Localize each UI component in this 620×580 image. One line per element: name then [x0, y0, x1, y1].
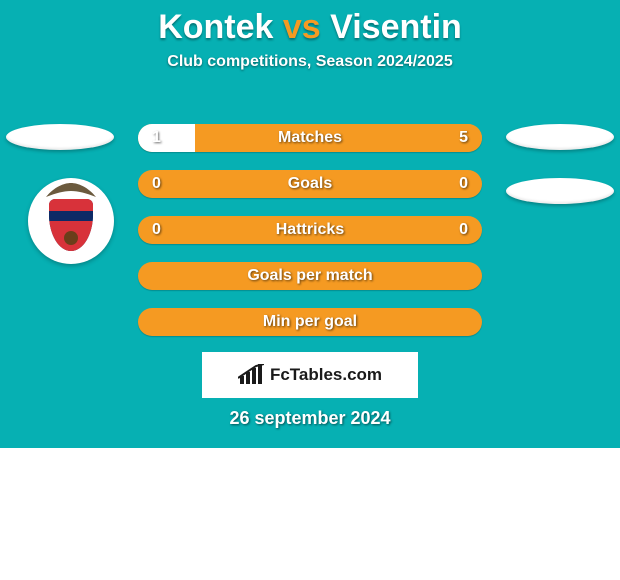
- crest-stripe-1: [49, 211, 93, 221]
- player-right-pellet-1: [506, 124, 614, 150]
- stat-bar-4: Min per goal: [138, 308, 482, 336]
- crest-stripe-0: [49, 199, 93, 211]
- subtitle: Club competitions, Season 2024/2025: [0, 53, 620, 71]
- stat-bar-left-value: 0: [138, 170, 175, 198]
- title-vs: vs: [283, 8, 321, 46]
- stat-bar-0: Matches1 5: [138, 124, 482, 152]
- stat-bar-left-value: 1: [138, 124, 175, 152]
- stat-bar-1: Goals0 0: [138, 170, 482, 198]
- brand-box: FcTables.com: [202, 352, 418, 398]
- stat-bar-label: Goals: [138, 170, 482, 198]
- stat-bar-label: Min per goal: [138, 308, 482, 336]
- club-crest-badge: [28, 178, 114, 264]
- crest-ball: [64, 231, 78, 245]
- stat-bar-label: Matches: [138, 124, 482, 152]
- stat-bar-left-value: 0: [138, 216, 175, 244]
- stat-bar-right-value: 5: [445, 124, 482, 152]
- stat-bar-label: Hattricks: [138, 216, 482, 244]
- bar-chart-icon: [238, 364, 264, 386]
- page-title: Kontek vs Visentin: [0, 0, 620, 47]
- crest-shield: [49, 199, 93, 251]
- stat-bar-right-value: 0: [445, 216, 482, 244]
- date-stamp: 26 september 2024: [0, 408, 620, 429]
- stat-bars: Matches15Goals00Hattricks00Goals per mat…: [138, 124, 482, 354]
- stat-bar-right-value: 0: [445, 170, 482, 198]
- stat-bar-3: Goals per match: [138, 262, 482, 290]
- player-right-pellet-2: [506, 178, 614, 204]
- club-crest: [42, 187, 100, 255]
- stat-bar-2: Hattricks0 0: [138, 216, 482, 244]
- comparison-panel: Kontek vs Visentin Club competitions, Se…: [0, 0, 620, 448]
- stat-bar-label: Goals per match: [138, 262, 482, 290]
- eagle-icon: [44, 181, 98, 199]
- title-left-name: Kontek: [158, 8, 273, 46]
- title-right-name: Visentin: [330, 8, 462, 46]
- brand-text: FcTables.com: [270, 365, 382, 385]
- player-left-pellet: [6, 124, 114, 150]
